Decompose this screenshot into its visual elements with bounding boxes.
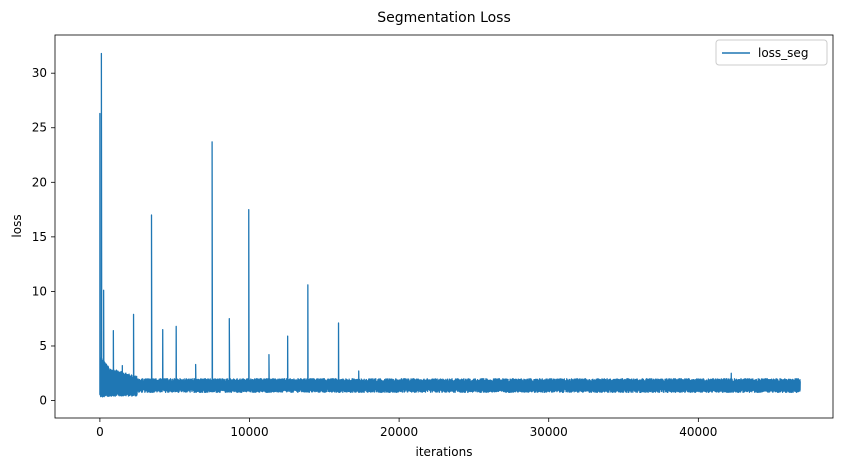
y-tick-label: 0	[39, 394, 47, 408]
y-tick-label: 10	[32, 284, 47, 298]
x-tick-label: 30000	[530, 425, 568, 439]
chart-title: Segmentation Loss	[377, 10, 511, 26]
y-ticks: 0 5 10 15 20 25 30	[32, 66, 55, 408]
y-tick-label: 5	[39, 339, 47, 353]
y-axis-label: loss	[10, 214, 24, 237]
x-tick-label: 0	[96, 425, 104, 439]
plot-frame	[54, 34, 834, 419]
x-tick-label: 40000	[679, 425, 717, 439]
x-tick-label: 10000	[230, 425, 268, 439]
y-tick-label: 20	[32, 175, 47, 189]
y-tick-label: 25	[32, 121, 47, 135]
legend-box	[715, 39, 828, 66]
y-tick-label: 30	[32, 66, 47, 80]
x-axis-label: iterations	[416, 445, 473, 459]
plot-area	[55, 35, 833, 418]
x-ticks: 0 10000 20000 30000 40000	[96, 418, 717, 439]
legend-label-loss-seg: loss_seg	[758, 46, 808, 60]
legend: loss_seg	[715, 39, 828, 66]
series-line-loss-seg	[99, 52, 801, 398]
x-tick-label: 20000	[380, 425, 418, 439]
series-group	[99, 52, 801, 398]
y-tick-label: 15	[32, 230, 47, 244]
